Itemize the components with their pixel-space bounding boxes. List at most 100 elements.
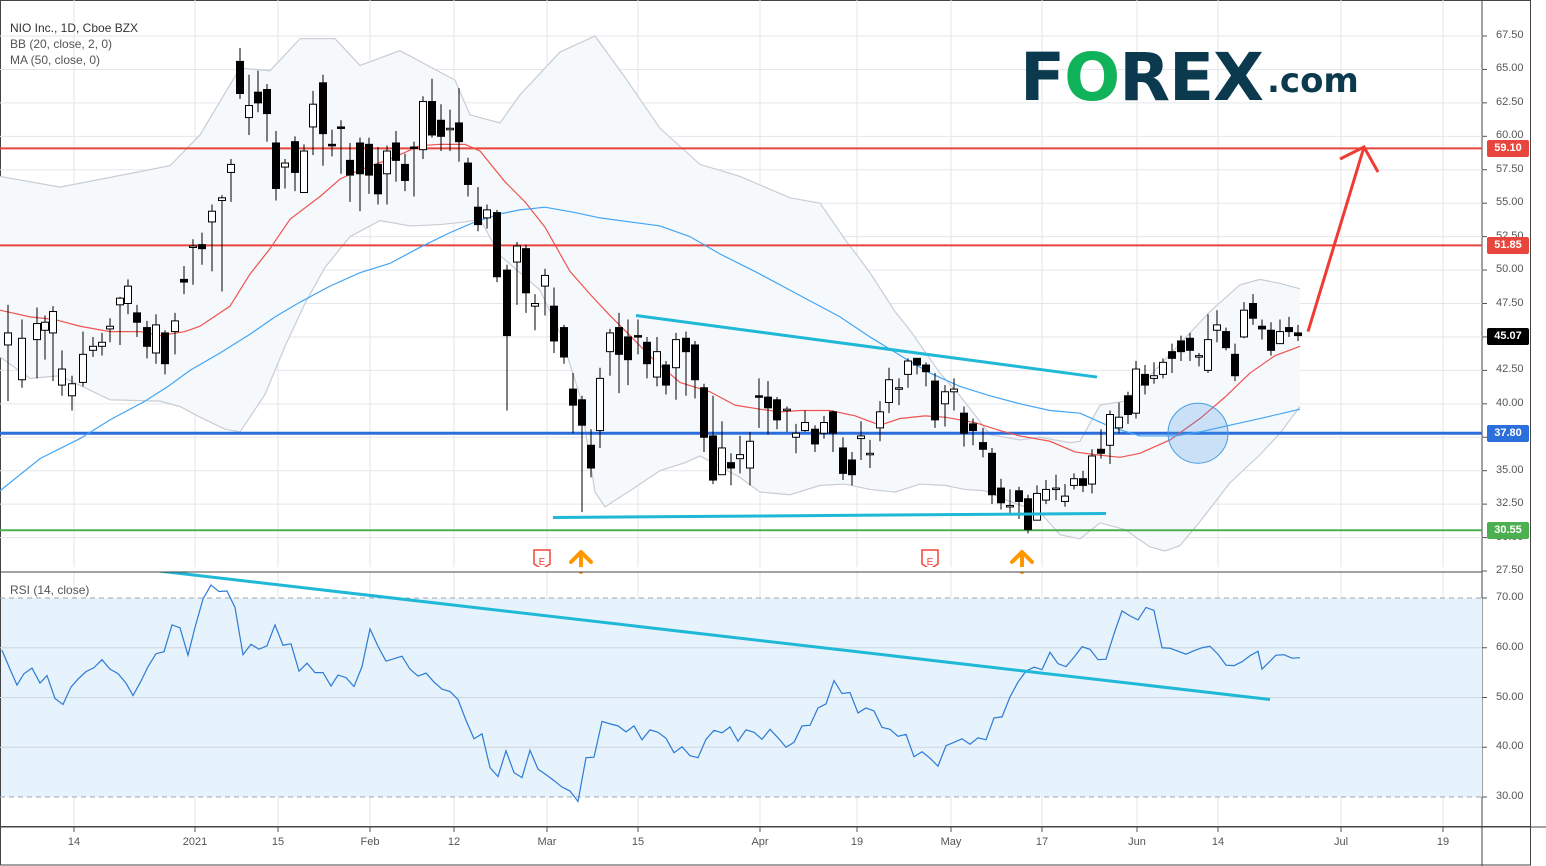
price-tick: 42.50 <box>1496 363 1524 376</box>
candle-up <box>218 197 226 202</box>
candle-down <box>1079 478 1087 486</box>
candle-up <box>801 422 809 432</box>
candle-up <box>950 388 958 393</box>
earnings-icon-label: E <box>539 557 546 568</box>
time-tick: Feb <box>360 836 380 848</box>
candle-down <box>960 412 968 434</box>
candle-up <box>876 411 884 429</box>
time-tick: 12 <box>447 836 461 848</box>
candle-up <box>1033 492 1041 521</box>
forex-logo: F O REX .com <box>1020 42 1359 114</box>
candle-down <box>615 327 623 355</box>
candle-down <box>374 163 382 195</box>
candle-down <box>254 91 262 104</box>
candle-up <box>1240 309 1248 338</box>
candle-up <box>1088 455 1096 485</box>
earnings-icon <box>921 549 939 570</box>
candle-down <box>764 396 772 409</box>
candle-up <box>300 150 308 193</box>
candle-down <box>198 244 206 250</box>
candle-up <box>1150 375 1158 379</box>
candle-up <box>792 432 800 438</box>
time-tick: 2021 <box>182 836 208 848</box>
logo-suffix: .com <box>1267 61 1359 101</box>
price-tick: 32.50 <box>1496 497 1524 510</box>
candle-up <box>309 103 317 128</box>
candle-up <box>89 345 97 351</box>
candle-down <box>550 305 558 342</box>
candle-down <box>455 122 463 143</box>
candle-down <box>1168 351 1176 359</box>
candle-down <box>811 428 819 445</box>
rsi-trendline <box>159 569 1271 701</box>
candle-down <box>560 327 568 358</box>
candle-down <box>401 163 409 181</box>
candle-down <box>773 399 781 421</box>
candle-down <box>1249 303 1257 319</box>
highlight-circle <box>1167 402 1229 464</box>
candle-up <box>49 311 57 334</box>
candle-up <box>98 341 106 347</box>
candle-up <box>116 297 124 306</box>
price-level-label: 45.07 <box>1487 328 1529 345</box>
chart-legend: NIO Inc., 1D, Cboe BZX BB (20, close, 2,… <box>10 20 138 68</box>
bb-indicator-label[interactable]: BB (20, close, 2, 0) <box>10 37 113 51</box>
candle-up <box>1052 487 1060 491</box>
time-axis-frame <box>0 826 1531 866</box>
price-tick: 65.00 <box>1496 62 1524 75</box>
candle-up <box>653 351 661 378</box>
rsi-tick: 70.00 <box>1496 591 1524 603</box>
candle-down <box>634 335 642 338</box>
candle-up <box>1115 416 1123 429</box>
price-tick: 57.50 <box>1496 162 1524 175</box>
ma50-line <box>0 206 1301 492</box>
candle-up <box>106 325 114 330</box>
rsi-legend[interactable]: RSI (14, close) <box>10 583 90 597</box>
candle-down <box>437 119 445 137</box>
rsi-tick: 40.00 <box>1496 740 1524 753</box>
candle-up <box>895 387 903 390</box>
candle-up <box>419 101 427 151</box>
candle-up <box>171 320 179 333</box>
ma-indicator-label[interactable]: MA (50, close, 0) <box>10 53 101 67</box>
price-level-label: 51.85 <box>1487 237 1529 255</box>
time-tick: 14 <box>1211 836 1225 848</box>
candle-down <box>1097 448 1105 454</box>
candle-up <box>736 454 744 460</box>
candle-down <box>1177 340 1185 353</box>
time-tick: 15 <box>271 836 285 848</box>
time-tick: Jul <box>1333 836 1349 848</box>
candle-up <box>33 323 41 341</box>
candle-up <box>124 285 132 304</box>
price-level-label: 30.55 <box>1487 522 1529 540</box>
pane-gap <box>1 567 1481 572</box>
logo-rex: REX <box>1119 39 1264 116</box>
candle-down <box>839 447 847 474</box>
price-tick: 35.00 <box>1496 463 1524 476</box>
candle-up <box>208 210 216 223</box>
logo-f: F <box>1020 39 1065 116</box>
price-tick: 67.50 <box>1496 29 1524 41</box>
candle-down <box>133 312 141 323</box>
candle-up <box>1159 361 1167 375</box>
candle-up <box>1213 324 1221 331</box>
candle-down <box>1231 353 1239 377</box>
candle-down <box>662 364 670 386</box>
candle-up <box>1276 331 1284 345</box>
candle-down <box>682 337 690 353</box>
symbol-title: NIO Inc., 1D, Cboe BZX <box>10 21 139 35</box>
candle-up <box>718 447 726 476</box>
candle-down <box>829 411 837 434</box>
candle-down <box>587 444 595 469</box>
time-tick: 14 <box>67 836 81 848</box>
candle-up <box>783 408 791 412</box>
candle-up <box>152 324 160 354</box>
price-level-label: 59.10 <box>1487 140 1529 158</box>
earnings-icon <box>533 549 551 570</box>
candle-down <box>848 459 856 476</box>
candle-up <box>4 332 12 346</box>
candle-down <box>493 212 501 278</box>
candle-down <box>503 269 511 337</box>
logo-o: O <box>1064 39 1120 116</box>
